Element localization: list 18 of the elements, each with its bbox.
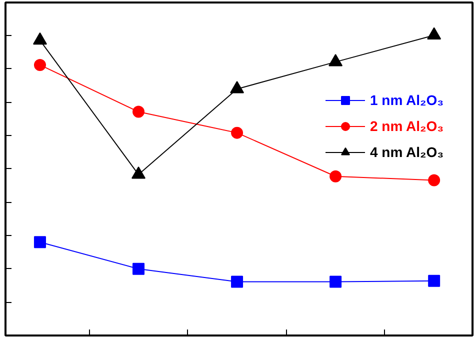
point [330, 276, 342, 288]
point [231, 126, 244, 139]
legend-label: 1 nm Al₂O₃ [370, 92, 444, 108]
point [132, 166, 146, 179]
point [132, 262, 145, 275]
point [428, 174, 440, 186]
point [428, 274, 440, 287]
point [427, 27, 442, 40]
point [32, 32, 47, 45]
point [230, 80, 244, 94]
legend-label: 2 nm Al₂O₃ [370, 118, 444, 134]
point [34, 58, 46, 71]
legend-label: 4 nm Al₂O₃ [370, 144, 444, 160]
point [132, 106, 145, 118]
point [330, 170, 342, 182]
point [328, 54, 343, 66]
point [231, 276, 244, 288]
point [34, 236, 46, 248]
